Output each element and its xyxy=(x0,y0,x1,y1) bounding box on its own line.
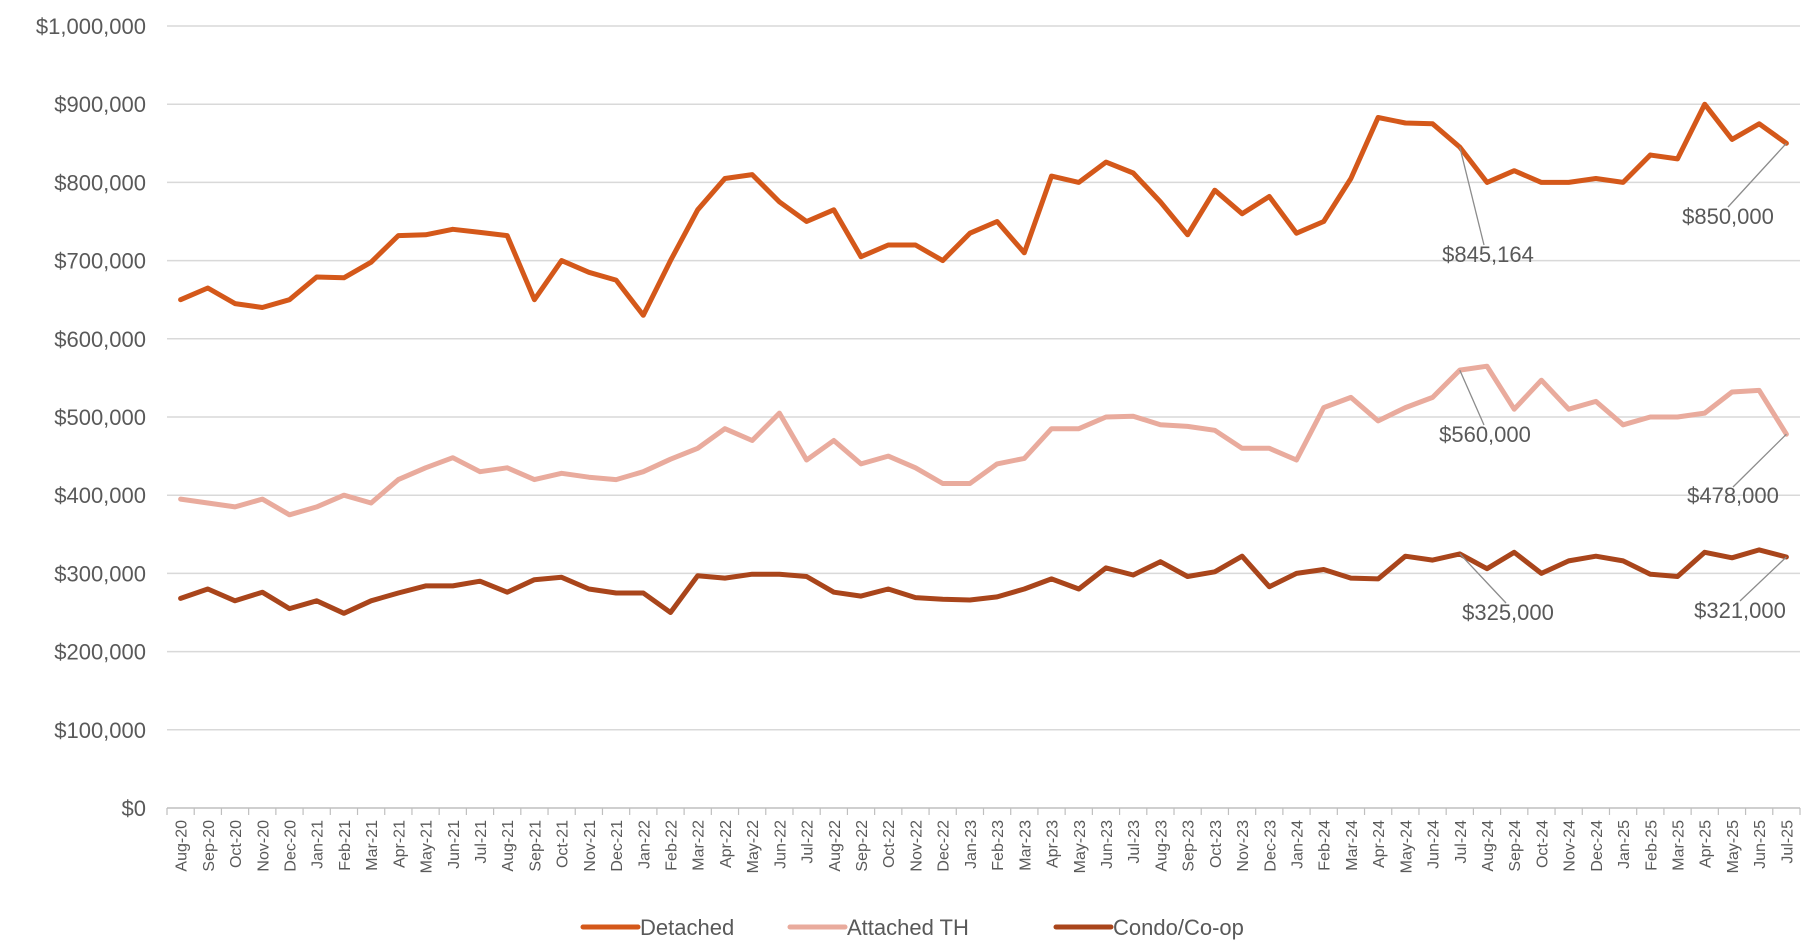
annotation-label: $478,000 xyxy=(1687,483,1779,508)
x-tick-label: Jun-25 xyxy=(1752,820,1769,869)
x-tick-label: Jul-25 xyxy=(1779,820,1796,864)
y-axis-ticks: $0 $100,000 $200,000 $300,000 $400,000 $500,0… xyxy=(36,14,146,821)
x-tick-label: Aug-23 xyxy=(1153,820,1170,872)
x-tick-label: Feb-21 xyxy=(337,820,354,871)
x-tick-label: Jun-23 xyxy=(1099,820,1116,869)
y-tick-label: $1,000,000 xyxy=(36,14,146,39)
y-tick-label: $800,000 xyxy=(54,170,146,195)
legend: Detached Attached TH Condo/Co-op xyxy=(580,915,1244,940)
annotation-leader-line xyxy=(1459,369,1485,426)
x-tick-label: Nov-24 xyxy=(1562,820,1579,872)
x-tick-label: Feb-25 xyxy=(1643,820,1660,871)
x-tick-label: Nov-22 xyxy=(908,820,925,872)
x-tick-label: Sep-23 xyxy=(1181,820,1198,872)
annotations: $845,164 $850,000 $560,000 $478,000 $325,000… xyxy=(1439,142,1787,625)
x-axis: Aug-20 Sep-20 Oct-20 Nov-20 Dec-20 Jan-21 Feb-… xyxy=(166,808,1801,873)
x-tick-label: May-22 xyxy=(745,820,762,873)
annotation-leader-line xyxy=(1459,146,1485,246)
x-tick-label: Sep-22 xyxy=(854,820,871,872)
y-tick-label: $0 xyxy=(122,796,146,821)
x-tick-label: Jan-23 xyxy=(963,820,980,869)
x-tick-label: Dec-23 xyxy=(1262,820,1279,872)
series-line-attached-th xyxy=(178,363,1789,518)
x-tick-label: Jun-22 xyxy=(772,820,789,869)
x-tick-label: Sep-24 xyxy=(1507,820,1524,872)
y-tick-label: $500,000 xyxy=(54,405,146,430)
x-tick-label: Nov-20 xyxy=(255,820,272,872)
x-tick-label: Oct-20 xyxy=(228,820,245,868)
annotation-label: $850,000 xyxy=(1682,204,1774,229)
y-tick-label: $600,000 xyxy=(54,327,146,352)
y-tick-label: $200,000 xyxy=(54,640,146,665)
x-tick-label: Jun-24 xyxy=(1426,820,1443,869)
x-tick-label: Oct-23 xyxy=(1208,820,1225,868)
x-tick-label: Dec-22 xyxy=(936,820,953,872)
x-tick-label: Jan-24 xyxy=(1289,820,1306,869)
y-tick-label: $300,000 xyxy=(54,561,146,586)
y-tick-label: $700,000 xyxy=(54,249,146,274)
annotation-leader-line xyxy=(1727,142,1787,208)
series-line-condo-co-op xyxy=(178,547,1789,616)
grid-lines xyxy=(167,25,1800,809)
x-tick-label: Jan-25 xyxy=(1616,820,1633,869)
x-tick-label: Apr-22 xyxy=(718,820,735,868)
x-tick-label: Feb-24 xyxy=(1317,820,1334,871)
annotation-label: $325,000 xyxy=(1462,600,1554,625)
x-tick-label: Aug-22 xyxy=(827,820,844,872)
x-tick-label: Apr-24 xyxy=(1371,820,1388,868)
x-tick-label: Jan-22 xyxy=(636,820,653,869)
annotation-leader-line xyxy=(1739,556,1787,602)
annotation-leader-line xyxy=(1732,433,1787,488)
y-tick-label: $100,000 xyxy=(54,718,146,743)
x-tick-label: Dec-24 xyxy=(1589,820,1606,872)
x-tick-label: Dec-21 xyxy=(609,820,626,872)
x-tick-label: Dec-20 xyxy=(282,820,299,872)
annotation-label: $845,164 xyxy=(1442,242,1534,267)
x-tick-label: Aug-21 xyxy=(500,820,517,872)
x-tick-label: Aug-20 xyxy=(174,820,191,872)
x-tick-label: Feb-23 xyxy=(990,820,1007,871)
series-line-detached xyxy=(178,101,1789,318)
x-tick-label: Nov-21 xyxy=(582,820,599,872)
annotation-label: $321,000 xyxy=(1694,598,1786,623)
x-tick-label: Jan-21 xyxy=(310,820,327,869)
x-tick-label: Jul-21 xyxy=(473,820,490,864)
x-tick-label: Jul-22 xyxy=(800,820,817,864)
x-tick-label: Mar-21 xyxy=(364,820,381,871)
x-tick-label: Mar-24 xyxy=(1344,820,1361,871)
x-tick-label: Apr-21 xyxy=(391,820,408,868)
x-tick-label: Aug-24 xyxy=(1480,820,1497,872)
x-tick-label: Jul-23 xyxy=(1126,820,1143,864)
x-tick-label: Nov-23 xyxy=(1235,820,1252,872)
legend-label: Detached xyxy=(640,915,734,940)
y-tick-label: $900,000 xyxy=(54,92,146,117)
legend-label: Condo/Co-op xyxy=(1113,915,1244,940)
x-tick-label: May-24 xyxy=(1398,820,1415,873)
x-tick-label: Jun-21 xyxy=(446,820,463,869)
annotation-label: $560,000 xyxy=(1439,422,1531,447)
x-tick-label: Apr-23 xyxy=(1045,820,1062,868)
x-tick-label: Feb-22 xyxy=(664,820,681,871)
series-lines xyxy=(178,101,1789,616)
y-tick-label: $400,000 xyxy=(54,483,146,508)
x-tick-label: Sep-21 xyxy=(527,820,544,872)
x-tick-label: Mar-22 xyxy=(691,820,708,871)
annotation-leader-line xyxy=(1459,553,1507,604)
legend-label: Attached TH xyxy=(847,915,969,940)
x-tick-label: Mar-23 xyxy=(1017,820,1034,871)
x-tick-label: Mar-25 xyxy=(1671,820,1688,871)
x-tick-label: Oct-22 xyxy=(881,820,898,868)
x-tick-label: Apr-25 xyxy=(1698,820,1715,868)
x-tick-label: May-25 xyxy=(1725,820,1742,873)
x-tick-label: Jul-24 xyxy=(1453,820,1470,864)
x-tick-label: Sep-20 xyxy=(201,820,218,872)
x-tick-label: May-21 xyxy=(419,820,436,873)
x-tick-label: May-23 xyxy=(1072,820,1089,873)
x-tick-label: Oct-21 xyxy=(555,820,572,868)
x-tick-label: Oct-24 xyxy=(1534,820,1551,868)
